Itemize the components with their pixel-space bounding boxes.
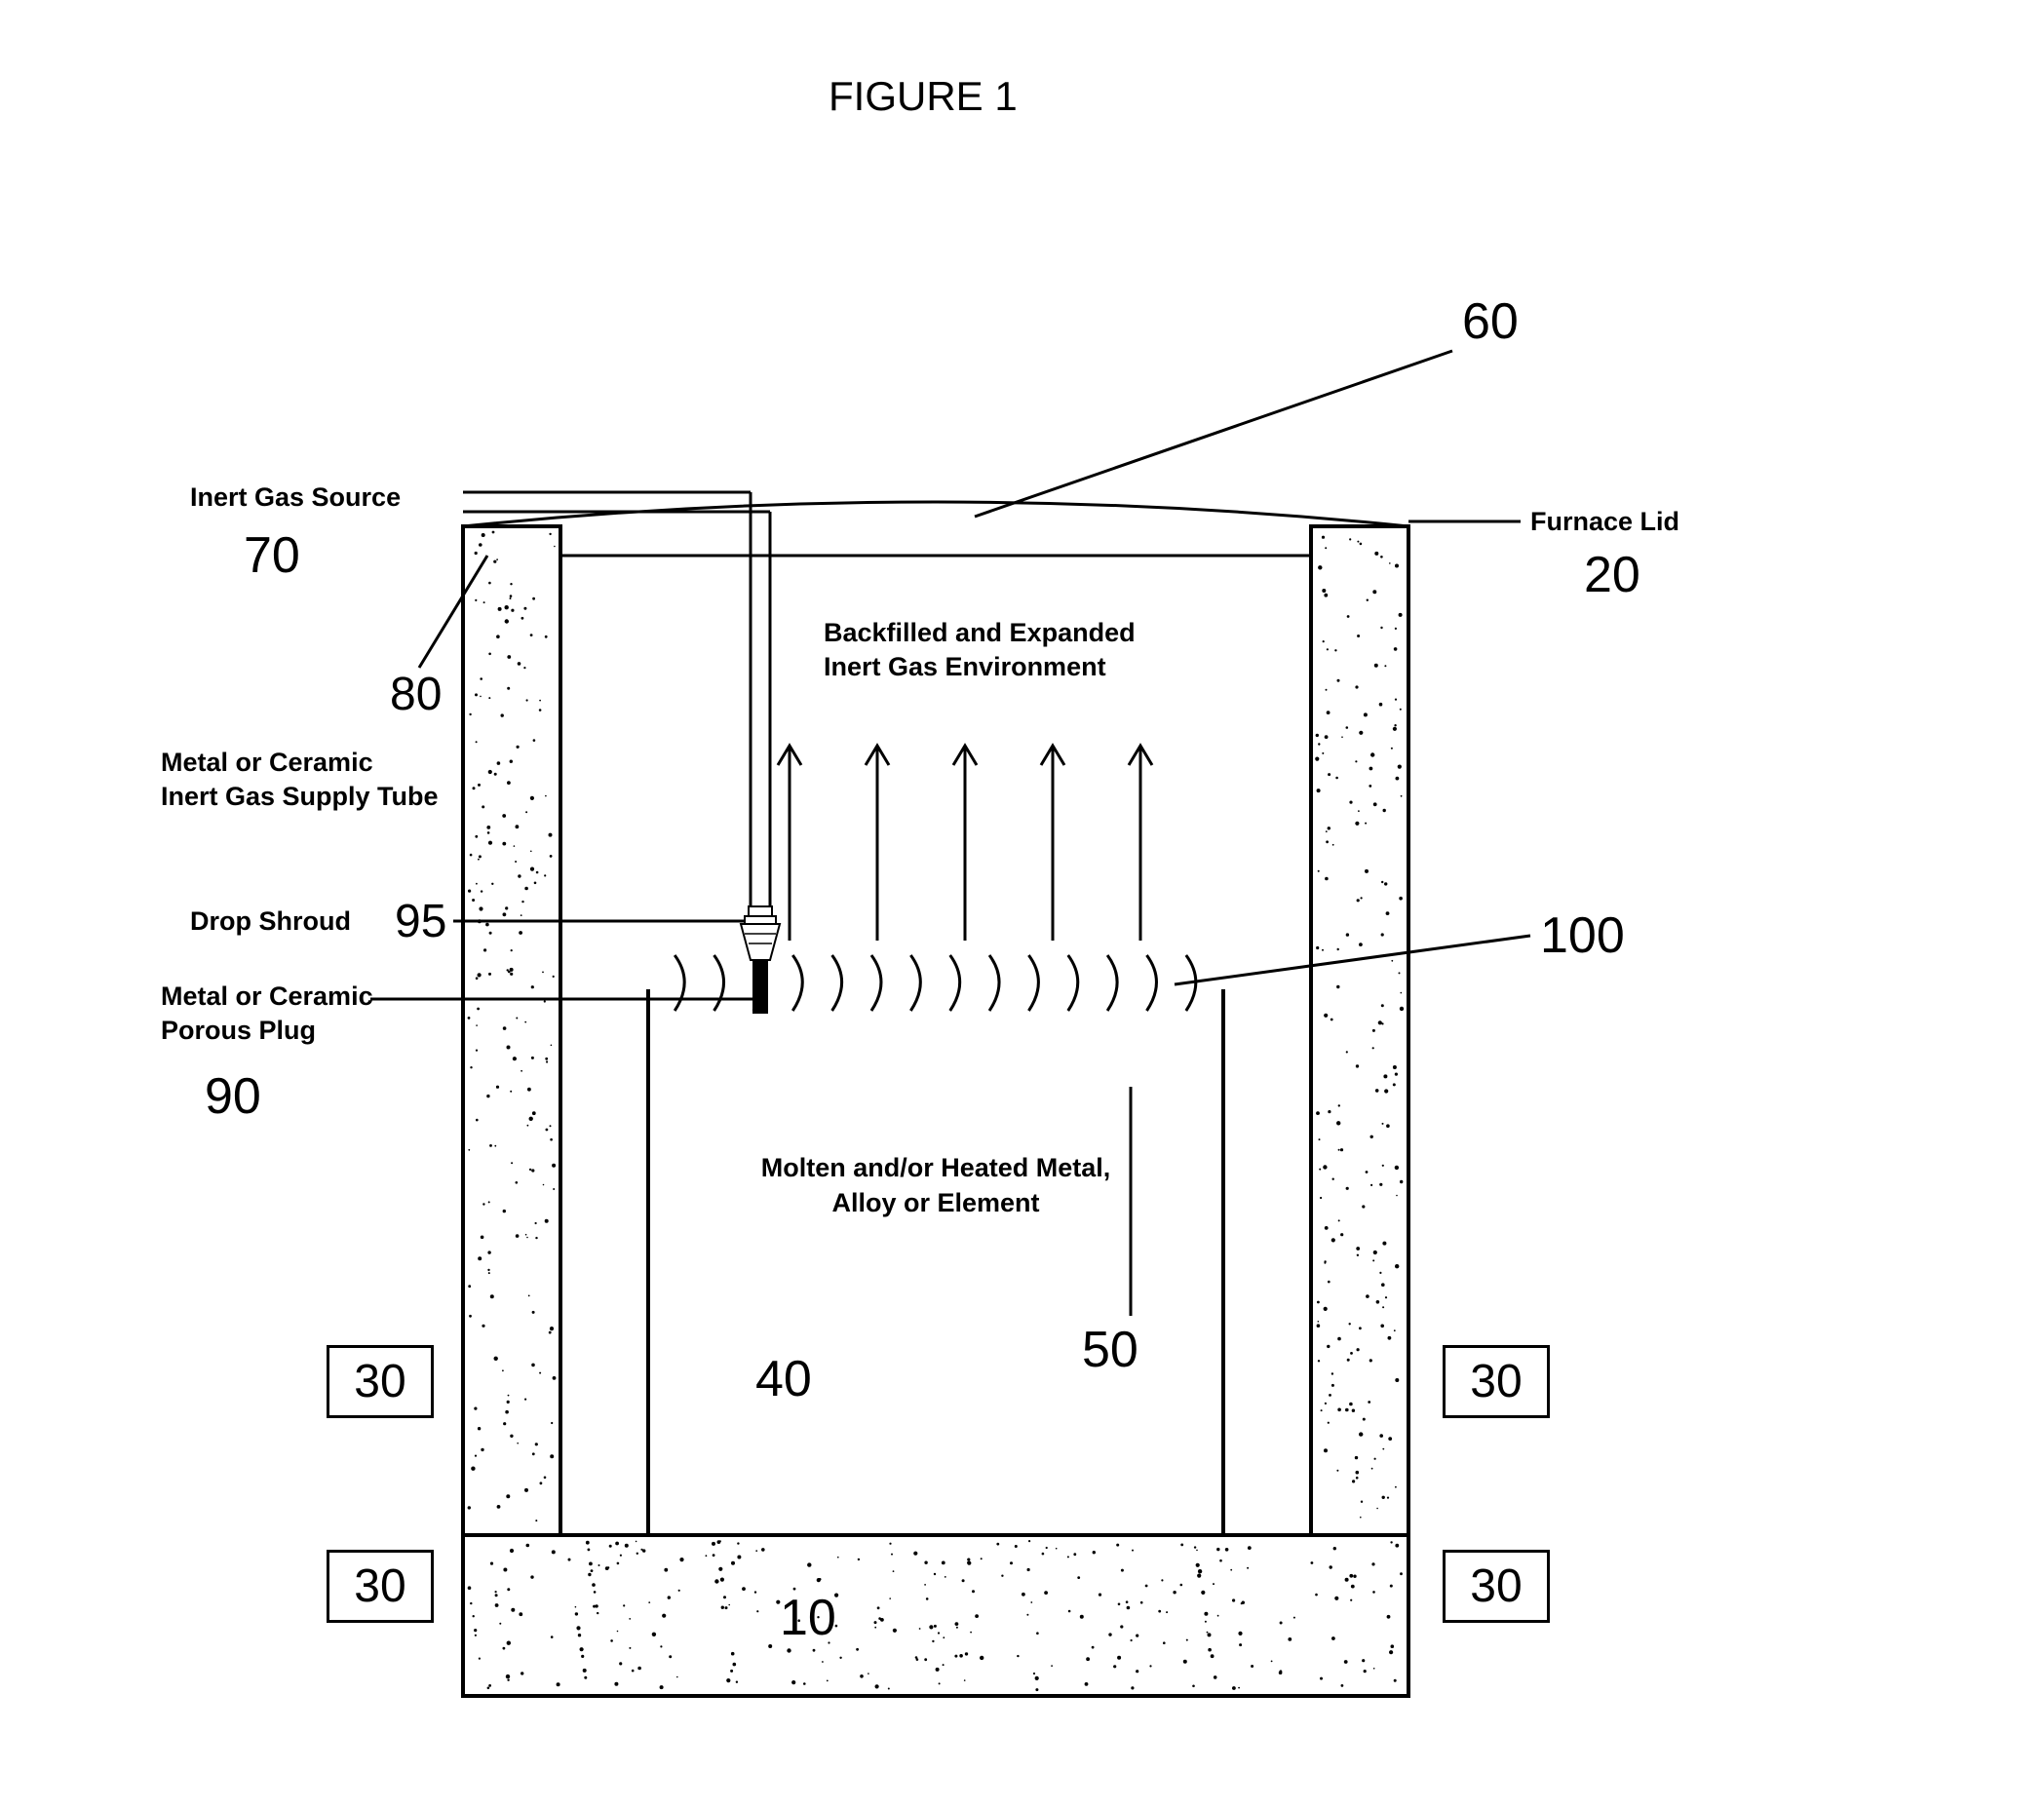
ref-20: 20 [1584, 546, 1640, 604]
ref-80: 80 [390, 668, 442, 721]
furnace-lid-arc [463, 502, 1408, 526]
porous-plug [752, 960, 768, 1014]
label-backfilled: Backfilled and Expanded Inert Gas Enviro… [824, 616, 1136, 684]
ref-40: 40 [755, 1350, 812, 1408]
ref-30-bl: 30 [327, 1550, 434, 1623]
furnace-right-wall [1311, 526, 1408, 1696]
furnace-left-wall [463, 526, 560, 1696]
drop-shroud-nozzle [741, 906, 780, 960]
ref-30-br: 30 [1443, 1550, 1550, 1623]
diagram-svg [0, 0, 2044, 1809]
furnace-bottom-wall [463, 1535, 1408, 1696]
label-porous-plug: Metal or Ceramic Porous Plug [161, 980, 373, 1048]
ref-50: 50 [1082, 1321, 1138, 1379]
label-molten: Molten and/or Heated Metal, Alloy or Ele… [721, 1150, 1150, 1221]
ref-70: 70 [244, 526, 300, 585]
label-furnace-lid: Furnace Lid [1530, 507, 1679, 537]
ref-60: 60 [1462, 292, 1519, 351]
ref-30-tr: 30 [1443, 1345, 1550, 1418]
ref-95: 95 [395, 895, 446, 948]
ref-30-tl: 30 [327, 1345, 434, 1418]
label-inert-gas-source: Inert Gas Source [190, 482, 401, 513]
ref-100: 100 [1540, 906, 1625, 965]
stipple-pattern [468, 531, 1405, 1692]
gas-arrows [778, 746, 1152, 941]
ref-90: 90 [205, 1067, 261, 1126]
furnace-lid-flat [463, 526, 1408, 556]
label-supply-tube: Metal or Ceramic Inert Gas Supply Tube [161, 746, 439, 814]
crucible [648, 989, 1223, 1535]
label-drop-shroud: Drop Shroud [190, 906, 351, 937]
figure-title: FIGURE 1 [829, 73, 1018, 120]
ref-10: 10 [780, 1589, 836, 1647]
